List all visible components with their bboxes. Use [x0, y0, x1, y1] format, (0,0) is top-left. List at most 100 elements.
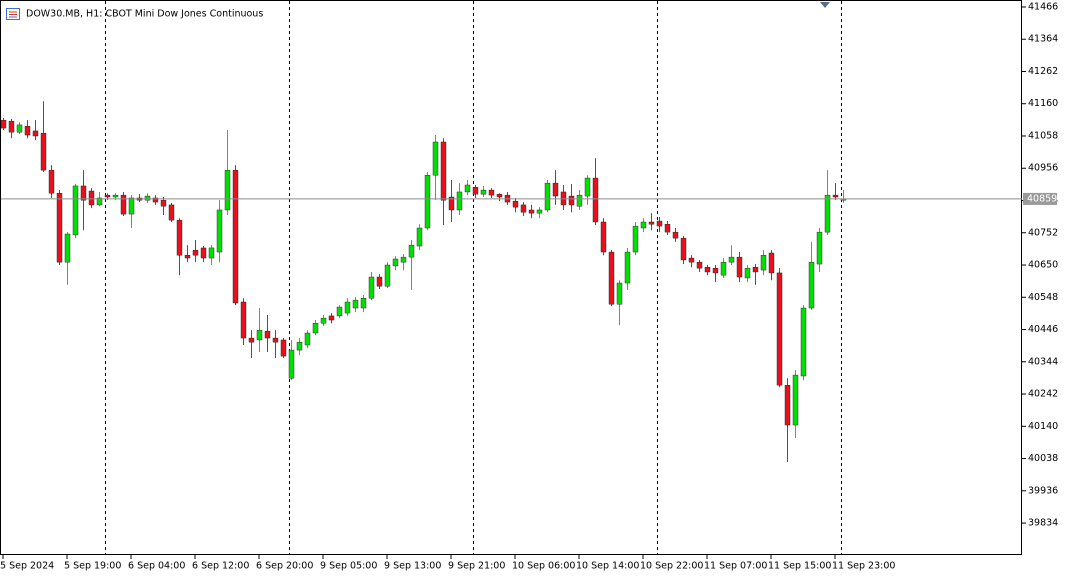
candle-body — [800, 307, 807, 377]
day-separators — [105, 1, 842, 554]
candle-body — [592, 177, 599, 223]
candle-body — [568, 195, 575, 206]
candle-body — [720, 261, 727, 276]
candle-body — [168, 204, 175, 221]
candle-body — [624, 251, 631, 284]
candle-body — [464, 184, 471, 193]
candle-body — [40, 132, 47, 171]
x-tick-label: 10 Sep 06:00 — [512, 561, 575, 572]
candle-body — [32, 130, 39, 137]
candle-body — [264, 330, 271, 339]
candle-body — [240, 301, 247, 339]
y-tick-label: 40344 — [1028, 356, 1058, 367]
current-price-label: 40859 — [1027, 193, 1057, 204]
candle-body — [80, 185, 87, 201]
candle-body — [112, 194, 119, 198]
candle-body — [456, 191, 463, 211]
candle-body — [528, 209, 535, 214]
candle-body — [472, 187, 479, 195]
candle-body — [288, 349, 295, 379]
x-tick-label: 6 Sep 12:00 — [192, 561, 249, 572]
candle-body — [728, 256, 735, 263]
candle-body — [616, 282, 623, 305]
candle-body — [488, 189, 495, 196]
candle-body — [336, 306, 343, 317]
candle-body — [480, 189, 487, 195]
candle-body — [256, 329, 263, 341]
plot-frame — [0, 0, 1022, 555]
candle-body — [640, 221, 647, 229]
candle-body — [832, 194, 839, 198]
candle-body — [416, 227, 423, 247]
x-tick-label: 11 Sep 07:00 — [704, 561, 767, 572]
x-tick-label: 10 Sep 22:00 — [640, 561, 703, 572]
candle-body — [312, 322, 319, 334]
candle-body — [0, 119, 7, 129]
candle-body — [712, 267, 719, 274]
y-tick-label: 40242 — [1028, 389, 1058, 400]
candle-body — [656, 220, 663, 227]
y-tick-label: 41160 — [1028, 98, 1058, 109]
shift-marker — [820, 2, 830, 8]
candle-body — [368, 276, 375, 299]
y-tick-label: 41364 — [1028, 34, 1058, 45]
candle-body — [496, 193, 503, 198]
candle-body — [552, 182, 559, 197]
candle-body — [808, 261, 815, 309]
x-tick-label: 9 Sep 05:00 — [320, 561, 377, 572]
candle-body — [432, 141, 439, 176]
candle-body — [280, 339, 287, 357]
x-tick-label: 10 Sep 14:00 — [576, 561, 639, 572]
candle-body — [72, 185, 79, 236]
x-tick-label: 11 Sep 15:00 — [768, 561, 831, 572]
candle-body — [328, 315, 335, 321]
candle-body — [408, 244, 415, 258]
y-tick-label: 40650 — [1028, 260, 1058, 271]
x-tick-label: 6 Sep 04:00 — [128, 561, 185, 572]
candle-body — [688, 257, 695, 263]
candle-body — [344, 301, 351, 314]
y-tick-label: 39936 — [1028, 485, 1058, 496]
candle-body — [752, 267, 759, 273]
candle-body — [352, 299, 359, 309]
y-tick-label: 40140 — [1028, 421, 1058, 432]
candle-body — [104, 194, 111, 198]
candle-body — [736, 256, 743, 278]
chart-title: DOW30.MB, H1: CBOT Mini Dow Jones Contin… — [26, 9, 263, 20]
candle-body — [152, 197, 159, 203]
candle-body — [512, 200, 519, 208]
candle-body — [392, 258, 399, 267]
x-tick-label: 5 Sep 19:00 — [64, 561, 121, 572]
candle-body — [360, 298, 367, 309]
candle-body — [632, 225, 639, 253]
y-tick-label: 41262 — [1028, 66, 1058, 77]
candle-body — [48, 169, 55, 194]
candle-body — [232, 169, 239, 304]
candle-body — [216, 209, 223, 253]
candle-body — [176, 219, 183, 256]
candle-body — [448, 196, 455, 211]
candle-body — [696, 261, 703, 269]
candle-body — [792, 374, 799, 426]
candle-body — [784, 384, 791, 426]
candle-body — [296, 341, 303, 351]
candle-body — [384, 264, 391, 287]
candle-body — [648, 221, 655, 225]
candle-body — [192, 249, 199, 256]
symbol-icon — [6, 8, 20, 20]
candle-body — [608, 251, 615, 305]
candle-body — [760, 255, 767, 271]
candle-body — [520, 204, 527, 213]
candle-body — [536, 209, 543, 214]
candle-body — [88, 190, 95, 206]
candle-body — [664, 224, 671, 233]
candle-body — [400, 256, 407, 263]
x-tick-label: 9 Sep 13:00 — [384, 561, 441, 572]
candle-body — [248, 337, 255, 343]
candle-body — [680, 237, 687, 261]
y-tick-label: 40446 — [1028, 324, 1058, 335]
y-tick-label: 41466 — [1028, 1, 1058, 12]
x-tick-label: 11 Sep 23:00 — [832, 561, 895, 572]
